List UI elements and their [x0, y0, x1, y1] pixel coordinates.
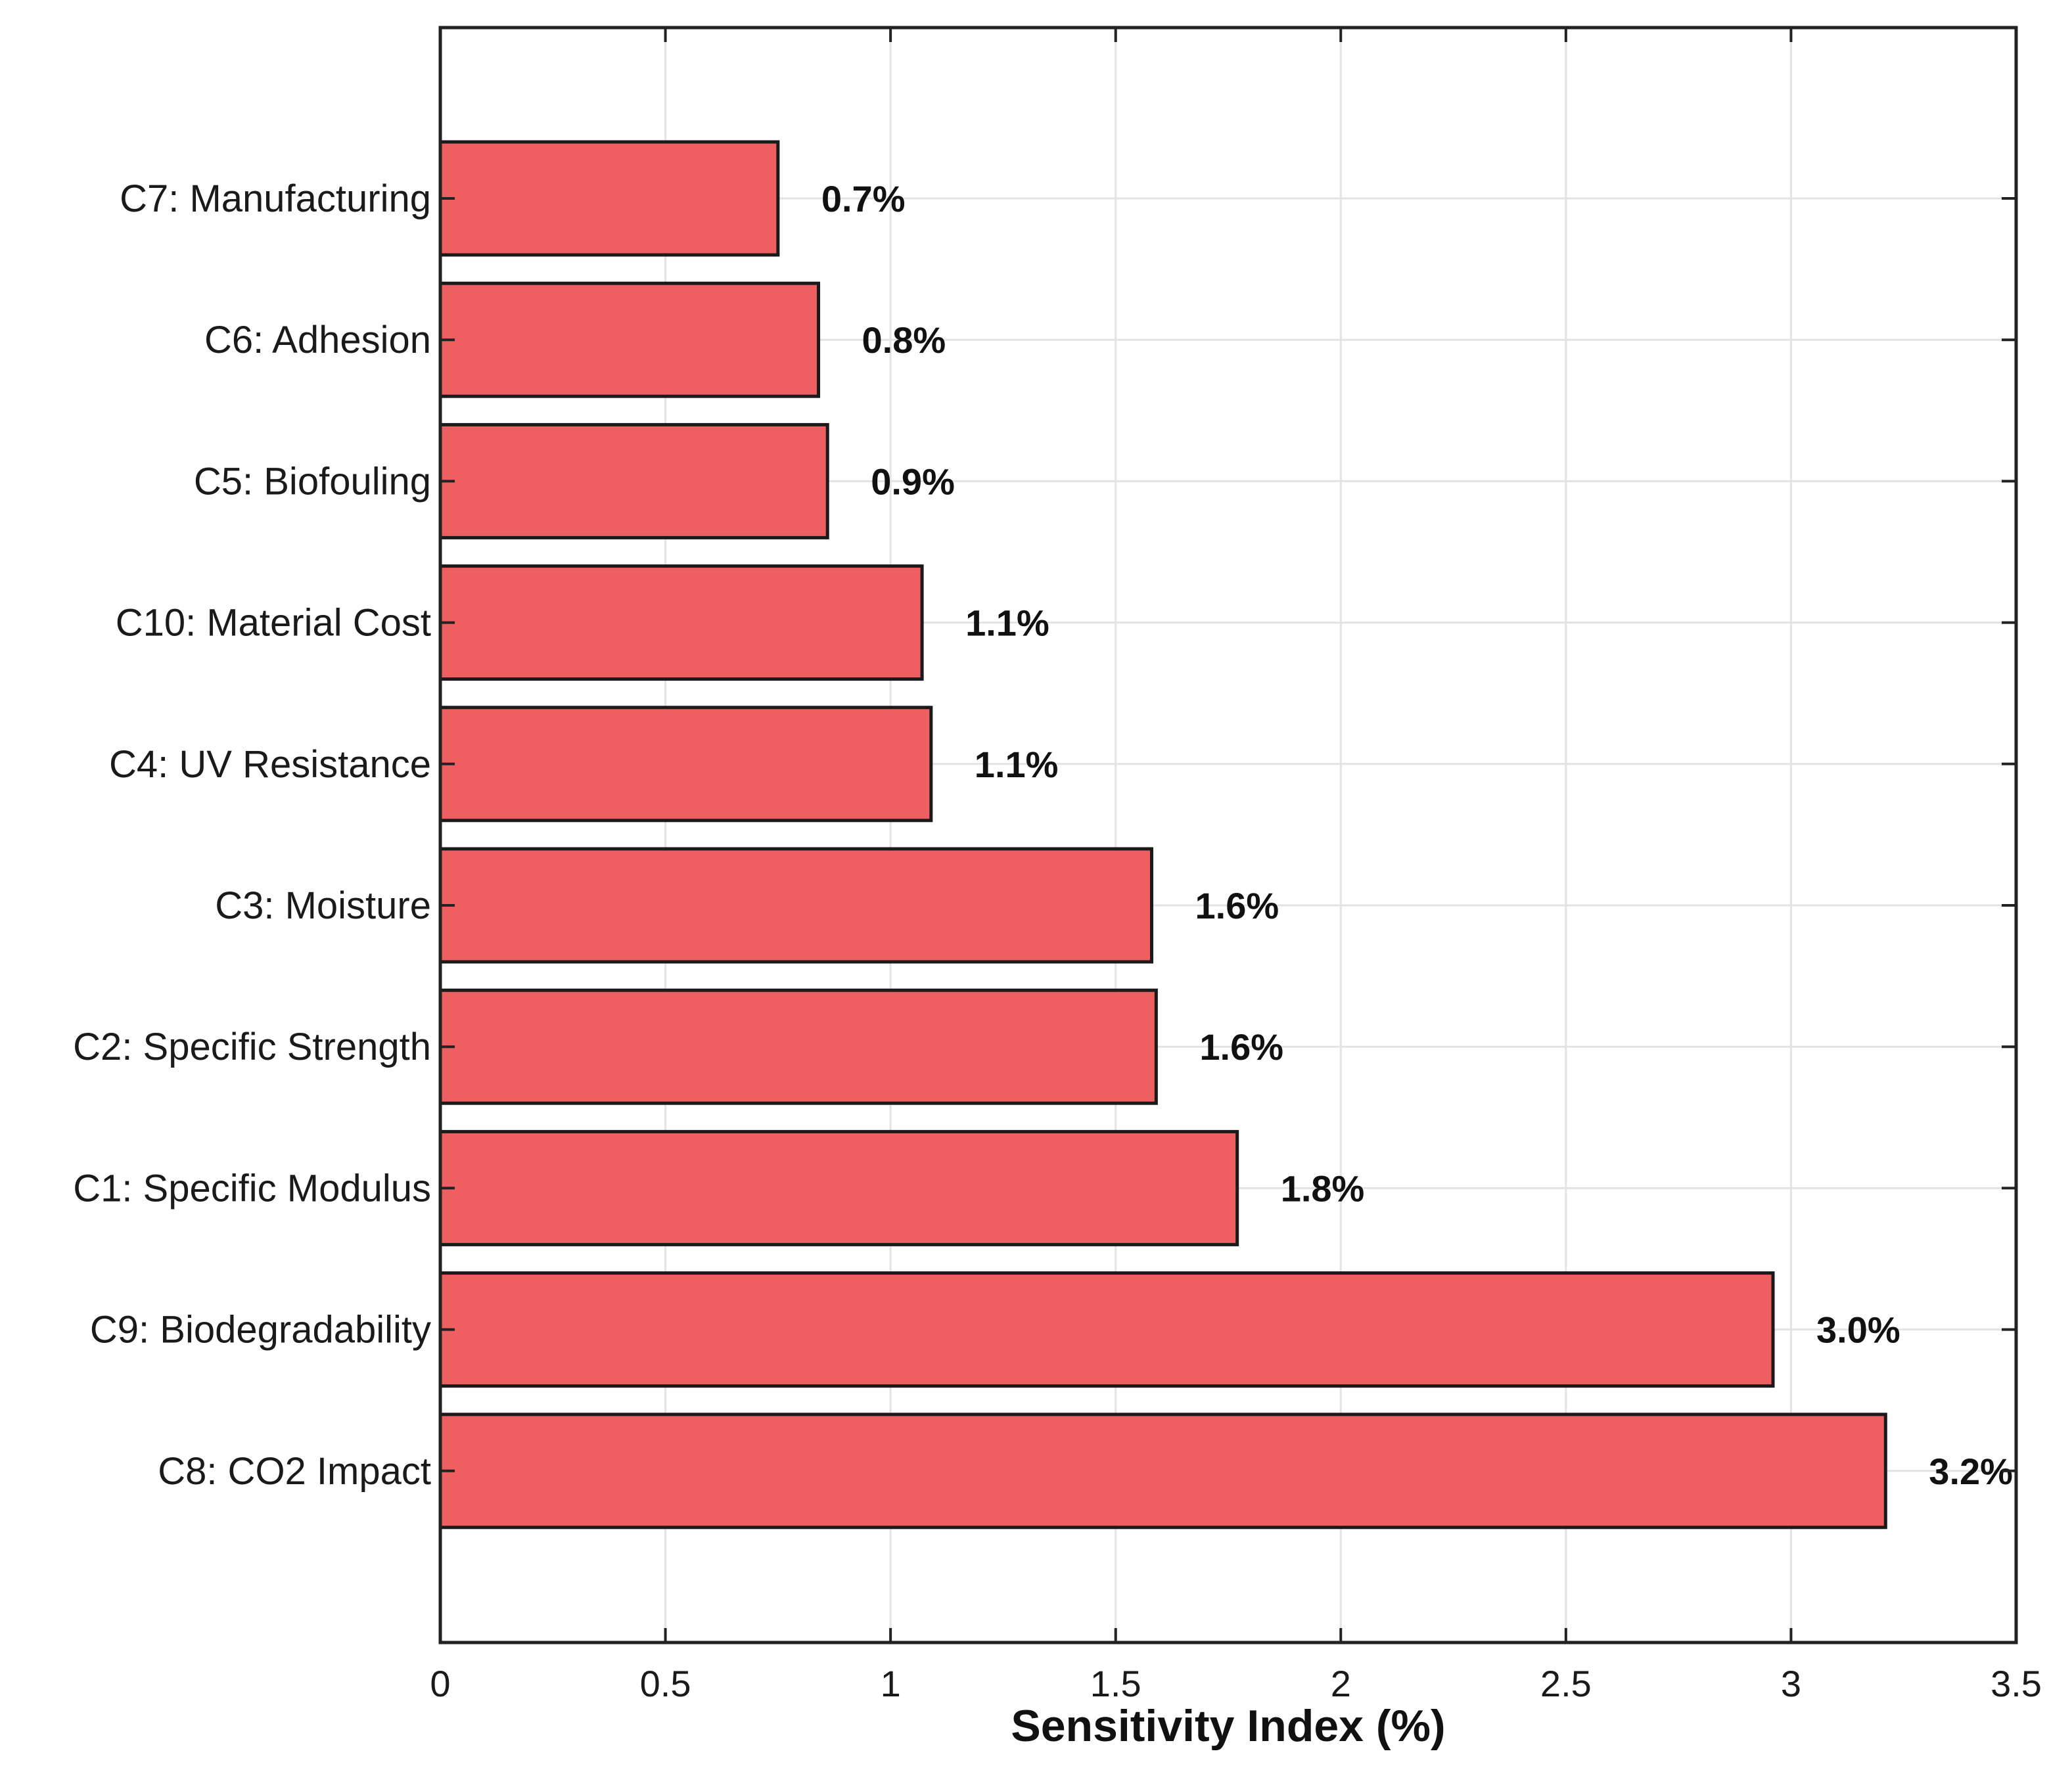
- x-tick-label: 3: [1781, 1663, 1801, 1704]
- value-label: 3.0%: [1816, 1309, 1900, 1351]
- x-axis-title: Sensitivity Index (%): [1011, 1701, 1445, 1751]
- value-label: 3.2%: [1929, 1451, 2013, 1492]
- bar: [438, 1129, 1239, 1246]
- value-labels: 0.7% 0.8% 0.9% 1.1% 1.1% 1.6% 1.6% 1.8% 3.0% 3.2%: [821, 178, 2013, 1492]
- value-label: 1.6%: [1195, 885, 1279, 926]
- x-tick-label: 1.5: [1090, 1663, 1141, 1704]
- x-tick-label: 3.5: [1991, 1663, 2042, 1704]
- category-label: C7: Manufacturing: [120, 177, 431, 220]
- category-label: C5: Biofouling: [194, 460, 431, 503]
- value-label: 0.7%: [821, 178, 906, 219]
- bar: [438, 1413, 1887, 1530]
- category-labels: C7: Manufacturing C6: Adhesion C5: Biofoul…: [73, 177, 431, 1493]
- bar: [438, 140, 780, 257]
- category-label: C8: CO2 Impact: [158, 1450, 431, 1493]
- category-label: C2: Specific Strength: [73, 1026, 431, 1068]
- plot-frame-outline: [438, 26, 2018, 1644]
- bar: [438, 1271, 1775, 1388]
- value-label: 1.8%: [1281, 1167, 1365, 1209]
- plot-area: [438, 26, 2018, 1644]
- category-label: C9: Biodegradability: [90, 1309, 431, 1351]
- x-tick-label: 0: [430, 1663, 450, 1704]
- value-label: 1.6%: [1199, 1026, 1283, 1068]
- value-label: 1.1%: [965, 602, 1049, 644]
- bar: [438, 988, 1158, 1105]
- bar: [438, 847, 1154, 964]
- bar: [438, 281, 821, 398]
- x-tick-label: 0.5: [640, 1663, 691, 1704]
- value-label: 0.8%: [862, 319, 946, 361]
- x-tick-label: 1: [881, 1663, 901, 1704]
- value-label: 1.1%: [975, 744, 1059, 785]
- x-tick-label: 2: [1331, 1663, 1351, 1704]
- category-label: C4: UV Resistance: [109, 743, 431, 786]
- bar: [438, 422, 829, 539]
- value-label: 0.9%: [871, 461, 955, 502]
- x-tick-label: 2.5: [1540, 1663, 1592, 1704]
- bar: [438, 706, 933, 823]
- x-axis-ticks: 0 0.5 1 1.5 2 2.5 3 3.5: [430, 28, 2042, 1704]
- category-label: C6: Adhesion: [204, 319, 431, 361]
- category-label: C10: Material Cost: [116, 602, 431, 645]
- bar: [438, 564, 924, 681]
- category-label: C1: Specific Modulus: [73, 1167, 431, 1210]
- bars: [438, 140, 1887, 1530]
- y-axis-ticks: [440, 197, 2016, 1472]
- category-label: C3: Moisture: [215, 884, 431, 927]
